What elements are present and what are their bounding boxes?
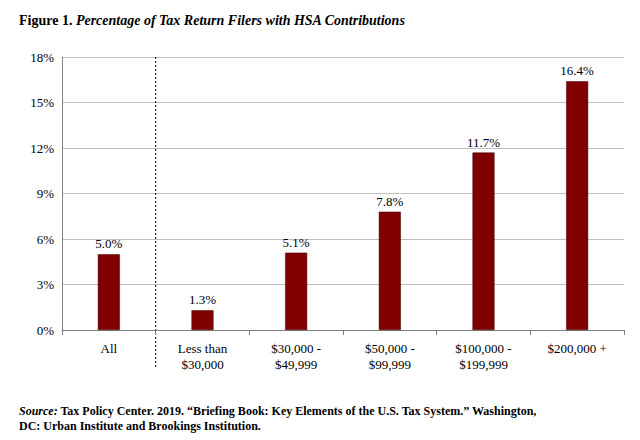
svg-text:Less than: Less than — [178, 341, 228, 356]
svg-text:18%: 18% — [30, 50, 54, 65]
svg-text:$30,000: $30,000 — [181, 357, 223, 372]
svg-text:$30,000 -: $30,000 - — [271, 341, 321, 356]
svg-text:DC: Urban Institute and Brooki: DC: Urban Institute and Brookings Instit… — [19, 419, 261, 433]
svg-text:1.3%: 1.3% — [189, 292, 216, 307]
svg-text:12%: 12% — [30, 141, 54, 156]
svg-text:Percentage of Tax Return Filer: Percentage of Tax Return Filers with HSA… — [76, 13, 405, 28]
svg-text:$200,000 +: $200,000 + — [547, 341, 606, 356]
svg-text:Tax Policy Center. 2019. “Brie: Tax Policy Center. 2019. “Briefing Book:… — [58, 404, 540, 418]
svg-text:$100,000 -: $100,000 - — [455, 341, 511, 356]
svg-text:7.8%: 7.8% — [376, 194, 403, 209]
svg-text:$99,999: $99,999 — [369, 357, 411, 372]
svg-text:Source:: Source: — [19, 404, 58, 418]
svg-text:9%: 9% — [37, 186, 55, 201]
svg-text:5.0%: 5.0% — [95, 236, 122, 251]
svg-text:11.7%: 11.7% — [467, 135, 500, 150]
svg-text:16.4%: 16.4% — [560, 63, 594, 78]
svg-text:3%: 3% — [37, 277, 55, 292]
svg-text:$199,999: $199,999 — [459, 357, 508, 372]
svg-text:$49,999: $49,999 — [275, 357, 317, 372]
svg-text:All: All — [101, 341, 118, 356]
svg-text:Figure 1.: Figure 1. — [19, 13, 76, 28]
svg-text:0%: 0% — [37, 323, 55, 338]
svg-text:15%: 15% — [30, 95, 54, 110]
svg-text:5.1%: 5.1% — [283, 235, 310, 250]
svg-text:$50,000 -: $50,000 - — [365, 341, 415, 356]
svg-text:6%: 6% — [37, 232, 55, 247]
